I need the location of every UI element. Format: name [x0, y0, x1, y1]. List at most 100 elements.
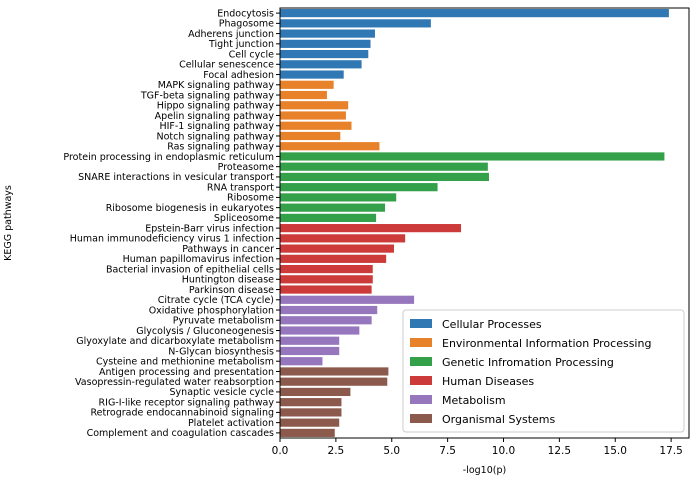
bar [280, 418, 340, 427]
y-tick-label: Pathways in cancer [182, 244, 274, 255]
y-tick-label: Hippo signaling pathway [157, 101, 275, 112]
y-tick-label: Adherens junction [188, 29, 274, 40]
legend-entry: Human Diseases [442, 375, 534, 388]
y-tick-label: Ribosome biogenesis in eukaryotes [106, 203, 274, 214]
y-tick-label: Glyoxylate and dicarboxylate metabolism [76, 336, 274, 347]
y-tick-label: Spliceosome [214, 213, 274, 224]
bar [280, 183, 438, 192]
bar [280, 111, 346, 120]
bar [280, 234, 406, 243]
bar [280, 336, 340, 345]
y-tick-label: MAPK signaling pathway [158, 80, 275, 91]
bar [280, 131, 341, 141]
y-tick-label: Proteasome [218, 162, 274, 173]
y-tick-label: Focal adhesion [203, 70, 274, 81]
y-tick-label: Ribosome [227, 193, 274, 204]
bar [280, 377, 388, 386]
y-tick-label: Bacterial invasion of epithelial cells [106, 264, 274, 275]
bar [280, 316, 372, 325]
legend-entry: Cellular Processes [442, 318, 542, 331]
legend-entry: Organismal Systems [442, 413, 555, 426]
x-tick-label: 17.5 [659, 445, 682, 457]
bar [280, 254, 387, 263]
bar [280, 398, 342, 407]
legend: Cellular Processes Environmental Informat… [402, 309, 685, 433]
legend-entry: Metabolism [442, 394, 506, 407]
bar [280, 387, 351, 397]
legend-swatch [410, 414, 432, 423]
y-tick-label: Citrate cycle (TCA cycle) [158, 295, 274, 306]
bar [280, 121, 352, 130]
bar [280, 19, 431, 28]
bar [280, 285, 372, 294]
bar [280, 9, 669, 18]
bar [280, 49, 369, 59]
y-tick-label: RIG-I-like receptor signaling pathway [99, 397, 275, 408]
bar [280, 193, 397, 202]
y-tick-label: Notch signaling pathway [156, 131, 274, 142]
legend-swatch [410, 338, 432, 347]
x-tick-label: 12.5 [548, 445, 571, 457]
y-tick-label: RNA transport [207, 182, 274, 193]
legend-entry: Environmental Information Processing [442, 337, 651, 350]
bar [280, 244, 394, 253]
y-tick-label: Cell cycle [229, 49, 274, 60]
bar [280, 357, 323, 366]
bar [280, 142, 380, 151]
x-axis-label: -log10(p) [463, 465, 506, 476]
y-tick-label: Cysteine and methionine metabolism [96, 357, 274, 368]
bar [280, 152, 665, 161]
bar [280, 428, 335, 437]
bar [280, 172, 489, 182]
y-tick-label: N-Glycan biosynthesis [168, 346, 274, 357]
y-tick-label: Parkinson disease [189, 285, 274, 296]
y-tick-label: Vasopressin-regulated water reabsorption [75, 377, 274, 388]
bar [280, 60, 362, 69]
bar [280, 29, 375, 38]
bar [280, 346, 340, 356]
y-tick-label: SNARE interactions in vesicular transpor… [78, 172, 274, 183]
x-tick-label: 7.5 [439, 445, 456, 457]
y-tick-label: HIF-1 signaling pathway [159, 121, 274, 132]
x-tick-label: 10.0 [492, 445, 515, 457]
bar [280, 213, 377, 222]
bar [280, 275, 373, 284]
y-tick-label: Human papillomavirus infection [123, 254, 274, 265]
bar [280, 408, 342, 417]
y-tick-label: Oxidative phosphorylation [149, 305, 274, 316]
bars-group [280, 9, 669, 437]
bar [280, 367, 389, 376]
y-tick-label: Complement and coagulation cascades [87, 428, 274, 439]
x-ticks: 0.0 2.5 5.0 7.5 10.0 12.5 15.0 17.5 [272, 438, 683, 457]
y-tick-label: TGF-beta signaling pathway [140, 90, 274, 101]
y-tick-label: Antigen processing and presentation [99, 367, 274, 378]
y-tick-label: Pyruvate metabolism [173, 316, 274, 327]
bar [280, 305, 378, 315]
legend-swatch [410, 357, 432, 366]
y-tick-label: Cellular senescence [179, 60, 274, 71]
y-tick-label: Platelet activation [188, 418, 274, 429]
y-tick-label: Endocytosis [217, 8, 274, 19]
x-tick-label: 2.5 [328, 445, 345, 457]
bar [280, 295, 415, 304]
y-tick-label: Phagosome [219, 19, 274, 30]
y-tick-label: Retrograde endocannabinoid signaling [90, 408, 274, 419]
bar [280, 162, 488, 171]
bar [280, 39, 371, 48]
bar [280, 224, 462, 233]
plot-frame [279, 7, 690, 439]
bar [280, 90, 327, 100]
legend-swatch [410, 395, 432, 404]
x-tick-label: 0.0 [272, 445, 289, 457]
y-axis-label: KEGG pathways [3, 185, 14, 261]
y-tick-label: Glycolysis / Gluconeogenesis [136, 326, 274, 337]
bar [280, 326, 360, 335]
bar [280, 80, 334, 89]
bar [280, 203, 386, 212]
y-tick-label: Human immunodeficiency virus 1 infection [70, 234, 274, 245]
y-tick-label: Synaptic vesicle cycle [170, 387, 275, 398]
y-tick-label: Protein processing in endoplasmic reticu… [63, 152, 274, 163]
y-tick-label: Tight junction [208, 39, 274, 50]
